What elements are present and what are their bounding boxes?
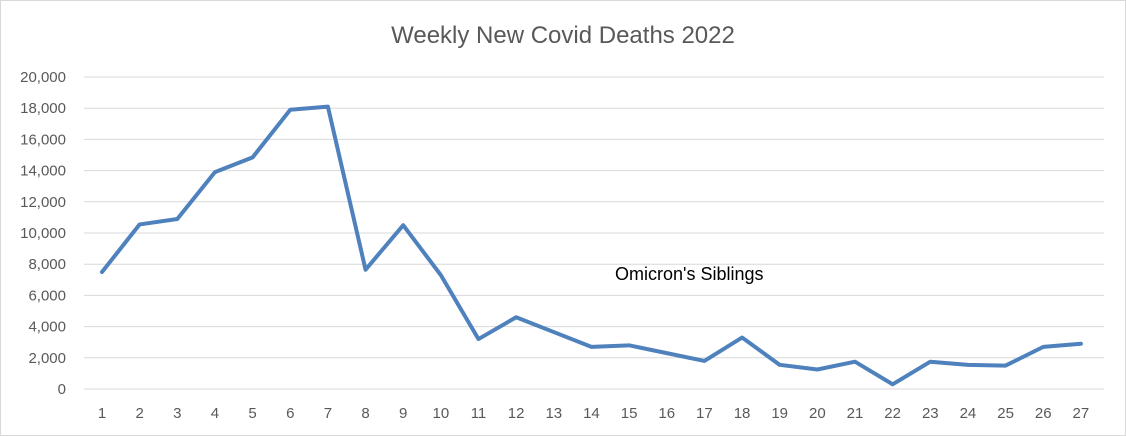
x-tick-label: 1 xyxy=(98,405,106,422)
x-tick-label: 25 xyxy=(997,405,1014,422)
x-tick-label: 17 xyxy=(696,405,713,422)
x-axis-ticks: 1 2 3 4 5 6 7 8 9 10 11 12 13 14 15 16 17 18 19 20 21 22 23 24 2… xyxy=(98,405,1089,422)
x-tick-label: 20 xyxy=(809,405,826,422)
y-tick-label: 10,000 xyxy=(20,225,66,242)
y-tick-label: 0 xyxy=(58,381,66,398)
x-tick-label: 12 xyxy=(508,405,525,422)
x-tick-label: 18 xyxy=(734,405,751,422)
y-tick-label: 2,000 xyxy=(28,350,66,367)
x-tick-label: 3 xyxy=(173,405,181,422)
x-tick-label: 22 xyxy=(884,405,901,422)
y-tick-label: 18,000 xyxy=(20,100,66,117)
x-tick-label: 7 xyxy=(324,405,332,422)
x-tick-label: 4 xyxy=(211,405,219,422)
y-tick-label: 20,000 xyxy=(20,69,66,86)
y-tick-label: 6,000 xyxy=(28,287,66,304)
x-tick-label: 8 xyxy=(361,405,369,422)
x-tick-label: 10 xyxy=(433,405,450,422)
x-tick-label: 2 xyxy=(135,405,143,422)
x-tick-label: 6 xyxy=(286,405,294,422)
gridlines xyxy=(84,76,1104,390)
x-tick-label: 15 xyxy=(621,405,638,422)
y-axis-ticks: 0 2,000 4,000 6,000 8,000 10,000 12,000 14,000 1… xyxy=(20,69,66,398)
x-tick-label: 13 xyxy=(545,405,562,422)
annotation-omicrons-siblings: Omicron's Siblings xyxy=(615,264,763,284)
x-tick-label: 21 xyxy=(847,405,864,422)
series-points xyxy=(101,106,1081,385)
y-tick-label: 16,000 xyxy=(20,131,66,148)
y-tick-label: 14,000 xyxy=(20,163,66,180)
y-tick-label: 4,000 xyxy=(28,319,66,336)
x-tick-label: 5 xyxy=(248,405,256,422)
x-tick-label: 16 xyxy=(658,405,675,422)
y-tick-label: 12,000 xyxy=(20,194,66,211)
x-tick-label: 11 xyxy=(471,405,487,422)
x-tick-label: 24 xyxy=(960,405,977,422)
x-tick-label: 27 xyxy=(1073,405,1090,422)
x-tick-label: 9 xyxy=(399,405,407,422)
x-tick-label: 14 xyxy=(583,405,600,422)
x-tick-label: 26 xyxy=(1035,405,1052,422)
chart-title: Weekly New Covid Deaths 2022 xyxy=(391,22,735,49)
x-tick-label: 19 xyxy=(771,405,788,422)
y-tick-label: 8,000 xyxy=(28,256,66,273)
x-tick-label: 23 xyxy=(922,405,939,422)
series-line xyxy=(100,104,1083,387)
